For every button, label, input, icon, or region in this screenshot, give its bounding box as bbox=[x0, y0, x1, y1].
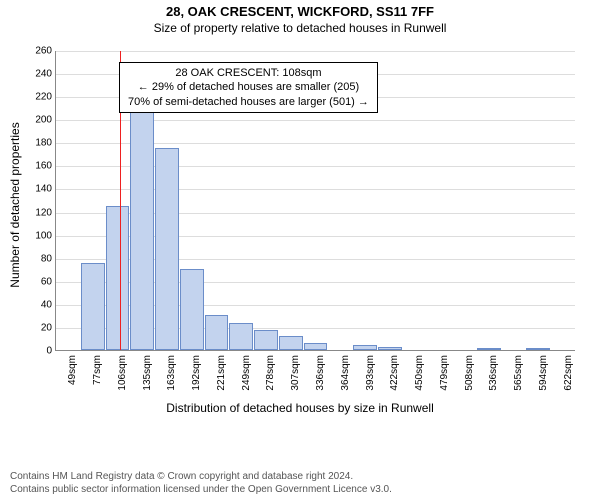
chart-container: Number of detached properties 0 20 40 60 80 1… bbox=[0, 35, 600, 415]
histogram-bar bbox=[279, 336, 303, 350]
y-tick-label: 100 bbox=[35, 230, 52, 241]
page-subtitle: Size of property relative to detached ho… bbox=[0, 19, 600, 35]
histogram-bar bbox=[180, 269, 204, 350]
x-axis-label: Distribution of detached houses by size … bbox=[0, 401, 600, 415]
y-tick-label: 0 bbox=[46, 346, 52, 357]
histogram-bar bbox=[229, 323, 253, 350]
y-tick-label: 260 bbox=[35, 46, 52, 57]
histogram-bar bbox=[155, 148, 179, 350]
histogram-bar bbox=[378, 347, 402, 350]
histogram-bar bbox=[477, 348, 501, 350]
callout-line: ← 29% of detached houses are smaller (20… bbox=[128, 80, 369, 94]
histogram-bar bbox=[205, 315, 229, 350]
y-axis-label: Number of detached properties bbox=[8, 122, 22, 287]
y-tick-label: 200 bbox=[35, 115, 52, 126]
y-tick-label: 120 bbox=[35, 207, 52, 218]
y-tick-label: 220 bbox=[35, 92, 52, 103]
histogram-bar bbox=[130, 110, 154, 350]
page-title: 28, OAK CRESCENT, WICKFORD, SS11 7FF bbox=[0, 0, 600, 19]
histogram-bar bbox=[81, 263, 105, 350]
callout-line: 28 OAK CRESCENT: 108sqm bbox=[128, 66, 369, 80]
y-tick-label: 240 bbox=[35, 69, 52, 80]
gridline bbox=[56, 51, 575, 52]
histogram-bar bbox=[254, 330, 278, 350]
histogram-bar bbox=[353, 345, 377, 350]
histogram-bar bbox=[106, 206, 130, 350]
y-tick-label: 80 bbox=[41, 253, 52, 264]
y-tick-label: 180 bbox=[35, 138, 52, 149]
footer-line: Contains public sector information licen… bbox=[10, 483, 590, 496]
callout-line: 70% of semi-detached houses are larger (… bbox=[128, 95, 369, 109]
histogram-bar bbox=[526, 348, 550, 350]
y-tick-label: 140 bbox=[35, 184, 52, 195]
y-tick-label: 60 bbox=[41, 276, 52, 287]
y-tick-label: 40 bbox=[41, 299, 52, 310]
y-tick-label: 160 bbox=[35, 161, 52, 172]
y-tick-label: 20 bbox=[41, 322, 52, 333]
histogram-bar bbox=[304, 343, 328, 350]
footer-line: Contains HM Land Registry data © Crown c… bbox=[10, 470, 590, 483]
footer: Contains HM Land Registry data © Crown c… bbox=[10, 470, 590, 496]
callout-box: 28 OAK CRESCENT: 108sqm ← 29% of detache… bbox=[119, 62, 378, 113]
